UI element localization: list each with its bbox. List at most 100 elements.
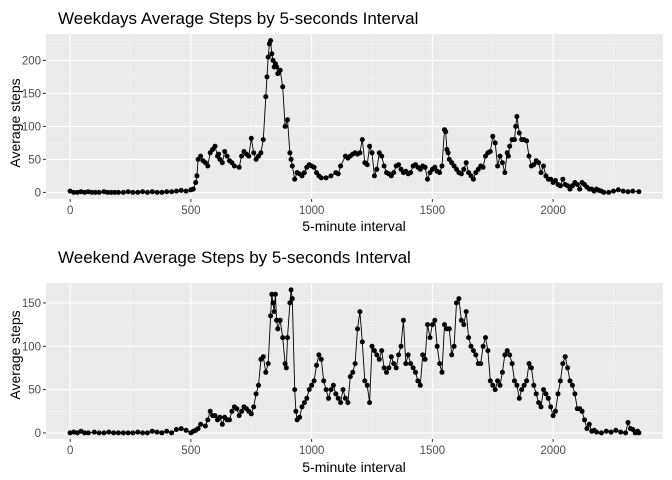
data-point	[130, 430, 136, 436]
chart-title: Weekdays Average Steps by 5-seconds Inte…	[58, 9, 418, 28]
data-point	[274, 317, 280, 323]
data-point	[495, 378, 501, 384]
data-point	[514, 114, 520, 119]
data-point	[202, 423, 208, 429]
data-point	[574, 182, 580, 187]
data-point	[282, 361, 288, 367]
data-point	[357, 309, 363, 315]
data-point	[105, 189, 111, 195]
data-point	[468, 343, 474, 349]
data-point	[328, 173, 334, 179]
data-point	[598, 430, 604, 436]
data-point	[359, 137, 365, 143]
data-point	[289, 163, 295, 169]
data-point	[483, 335, 488, 341]
data-point	[224, 153, 230, 159]
data-point	[190, 186, 196, 192]
y-tick-label: 150	[22, 298, 41, 310]
data-point	[374, 166, 380, 172]
data-point	[335, 395, 341, 401]
data-point	[456, 296, 462, 302]
data-point	[82, 430, 88, 436]
data-point	[541, 163, 546, 169]
x-tick-label: 0	[67, 205, 73, 217]
data-point	[473, 352, 479, 358]
data-point	[115, 430, 121, 436]
data-point	[311, 378, 317, 384]
data-point	[422, 164, 428, 170]
x-tick-label: 1500	[420, 445, 446, 457]
data-point	[422, 356, 428, 362]
data-point	[169, 189, 175, 195]
data-point	[268, 313, 274, 319]
plot-panel	[46, 34, 663, 199]
data-point	[277, 317, 283, 323]
data-point	[260, 354, 266, 360]
data-point	[443, 129, 449, 135]
data-point	[603, 428, 609, 434]
x-tick-label: 1000	[299, 445, 325, 457]
chart-title: Weekend Average Steps by 5-seconds Inter…	[58, 248, 411, 267]
data-point	[140, 189, 146, 195]
data-point	[239, 153, 245, 159]
data-point	[258, 150, 264, 156]
data-point	[478, 361, 484, 367]
data-point	[323, 387, 329, 393]
data-point	[198, 153, 204, 159]
y-axis-label: Average steps	[7, 310, 23, 399]
data-point	[408, 361, 414, 367]
data-point	[528, 365, 534, 371]
data-point	[461, 322, 467, 328]
data-point	[140, 430, 146, 436]
data-point	[288, 156, 294, 162]
data-point	[608, 429, 614, 435]
data-point	[504, 348, 510, 354]
data-point	[205, 417, 211, 423]
data-point	[159, 430, 165, 436]
data-point	[569, 382, 575, 388]
data-point	[388, 354, 394, 360]
data-point	[531, 162, 537, 168]
data-point	[154, 429, 160, 435]
data-point	[239, 408, 245, 414]
data-point	[381, 365, 387, 371]
data-point	[270, 300, 276, 306]
data-point	[497, 153, 503, 159]
data-point	[405, 352, 411, 358]
data-point	[393, 365, 399, 371]
data-point	[492, 140, 498, 146]
data-point	[502, 352, 508, 358]
data-point	[384, 369, 389, 375]
data-point	[487, 149, 493, 154]
data-point	[531, 382, 537, 388]
data-point	[410, 365, 416, 371]
data-point	[112, 189, 118, 195]
data-point	[513, 123, 519, 129]
data-point	[369, 343, 375, 349]
data-point	[256, 382, 261, 388]
data-point	[437, 361, 443, 367]
data-point	[572, 391, 578, 397]
data-point	[328, 387, 334, 393]
x-tick-label: 500	[181, 445, 200, 457]
data-point	[458, 171, 464, 177]
data-point	[135, 189, 141, 195]
data-point	[274, 64, 280, 70]
data-point	[524, 138, 530, 144]
data-point	[248, 411, 254, 417]
data-point	[335, 171, 341, 177]
data-point	[309, 382, 315, 388]
x-tick-label: 500	[181, 205, 200, 217]
data-point	[253, 391, 259, 397]
data-point	[265, 361, 271, 367]
data-point	[492, 387, 498, 393]
data-point	[342, 395, 348, 401]
data-point	[512, 378, 517, 384]
data-point	[301, 400, 307, 406]
data-point	[550, 413, 556, 419]
data-point	[333, 391, 339, 397]
data-point	[265, 54, 271, 60]
data-point	[545, 395, 551, 401]
data-point	[615, 187, 621, 193]
data-point	[106, 429, 112, 435]
